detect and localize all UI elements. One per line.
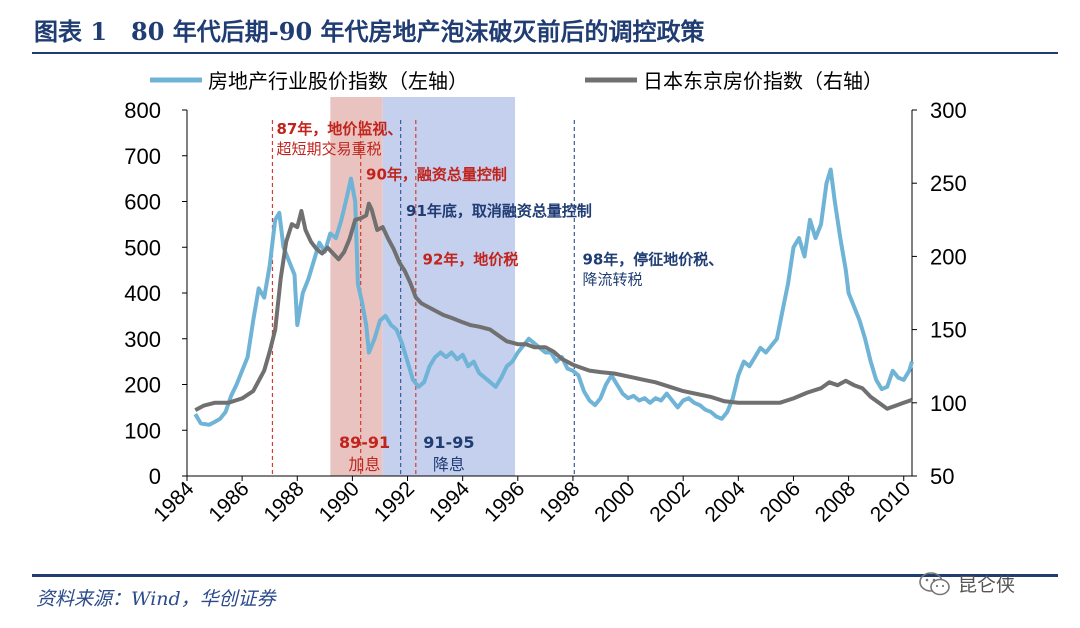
x-tick-label: 1996 bbox=[480, 477, 529, 526]
right-tick-label: 50 bbox=[930, 464, 954, 489]
x-tick-label: 2004 bbox=[701, 477, 751, 527]
page-title: 图表 1 80 年代后期-90 年代房地产泡沫破灭前后的调控政策 bbox=[34, 17, 705, 46]
region-label-1-line-0: 91-95 bbox=[423, 433, 474, 452]
right-tick-label: 100 bbox=[930, 391, 967, 416]
watermark: 昆仑侠 bbox=[918, 570, 1015, 597]
legend-label-0: 房地产行业股价指数（左轴） bbox=[208, 69, 468, 93]
left-tick-label: 800 bbox=[124, 98, 161, 123]
region-label-0-line-0: 89-91 bbox=[339, 433, 390, 452]
watermark-text: 昆仑侠 bbox=[958, 574, 1016, 596]
annotation-1-line-0: 90年，融资总量控制 bbox=[366, 166, 507, 184]
x-tick-label: 1990 bbox=[315, 477, 364, 526]
title-rule bbox=[32, 52, 1058, 54]
left-tick-label: 0 bbox=[149, 464, 161, 489]
series-line-1 bbox=[194, 201, 913, 412]
x-tick-label: 1992 bbox=[370, 477, 419, 526]
x-tick-label: 2008 bbox=[811, 477, 860, 526]
x-tick-label: 2002 bbox=[645, 477, 694, 526]
wechat-icon bbox=[919, 571, 950, 595]
annotation-4-line-1: 降流转税 bbox=[582, 271, 642, 289]
x-tick-label: 2000 bbox=[590, 477, 639, 526]
left-tick-label: 100 bbox=[124, 418, 161, 443]
region-label-1-line-1: 降息 bbox=[433, 455, 465, 474]
annotation-0-line-0: 87年，地价监视、 bbox=[276, 120, 402, 138]
x-tick-label: 1998 bbox=[535, 477, 584, 526]
left-tick-label: 200 bbox=[124, 373, 161, 398]
right-tick-label: 150 bbox=[930, 318, 967, 343]
left-tick-label: 700 bbox=[124, 144, 161, 169]
left-tick-label: 300 bbox=[124, 327, 161, 352]
x-tick-label: 1988 bbox=[260, 477, 309, 526]
right-tick-label: 250 bbox=[930, 171, 967, 196]
annotation-4-line-0: 98年，停征地价税、 bbox=[582, 251, 723, 269]
series-line-0 bbox=[193, 167, 914, 427]
region-label-0-line-1: 加息 bbox=[349, 455, 381, 474]
footer-rule bbox=[32, 574, 1058, 577]
left-tick-label: 500 bbox=[124, 235, 161, 260]
annotation-2-line-0: 91年底，取消融资总量控制 bbox=[406, 202, 592, 220]
x-tick-label: 1994 bbox=[425, 477, 475, 527]
annotation-3-line-0: 92年，地价税 bbox=[423, 251, 519, 269]
source-note: 资料来源：Wind，华创证券 bbox=[36, 588, 276, 610]
right-tick-label: 200 bbox=[930, 244, 967, 269]
right-tick-label: 300 bbox=[930, 98, 967, 123]
x-tick-label: 1986 bbox=[204, 477, 253, 526]
left-tick-label: 600 bbox=[124, 190, 161, 215]
legend-label-1: 日本东京房价指数（右轴） bbox=[643, 69, 883, 93]
shaded-region-1 bbox=[382, 97, 516, 476]
chart: 0 100 200 300 400 500 600 700 800 50 100 150 200 250 3… bbox=[124, 69, 967, 527]
annotation-0-line-1: 超短期交易重税 bbox=[276, 140, 381, 158]
x-tick-label: 2006 bbox=[756, 477, 805, 526]
x-tick-label: 2010 bbox=[866, 477, 915, 526]
left-tick-label: 400 bbox=[124, 281, 161, 306]
